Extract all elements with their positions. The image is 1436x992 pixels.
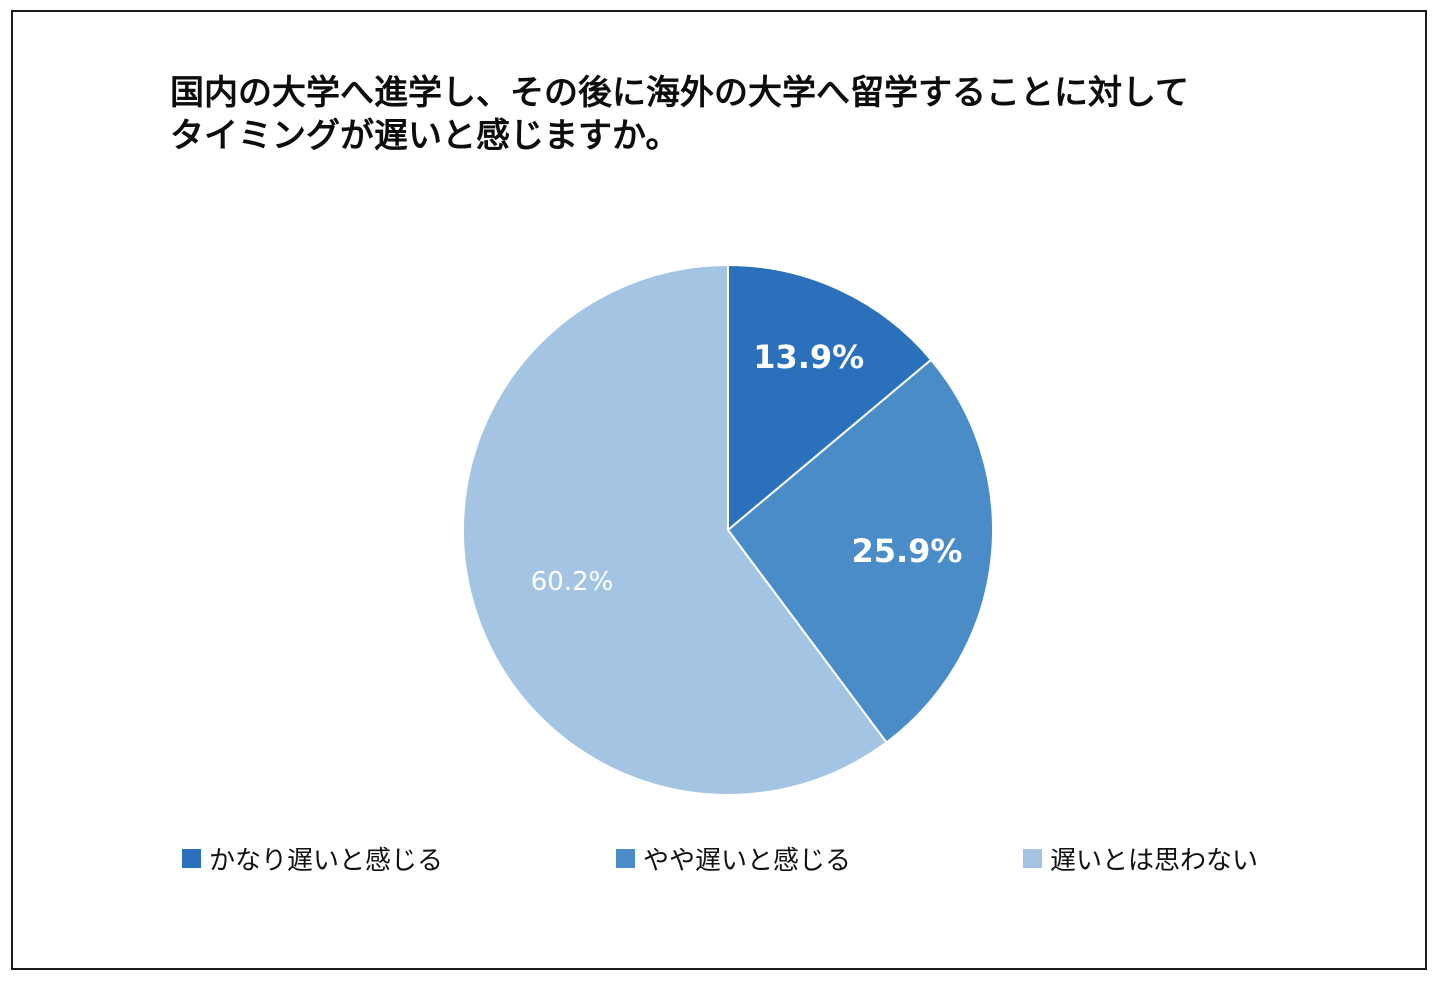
pie-data-label-3: 60.2% xyxy=(531,567,614,597)
chart-title: 国内の大学へ進学し、その後に海外の大学へ留学することに対して タイミングが遅いと… xyxy=(170,72,1320,158)
legend-label: かなり遅いと感じる xyxy=(209,845,444,876)
pie-slice-3 xyxy=(462,263,888,796)
legend-item-3: 遅いとは思わない xyxy=(1023,838,1258,878)
legend-swatch xyxy=(1023,848,1042,868)
legend-swatch xyxy=(616,848,635,868)
chart-title-line-1: 国内の大学へ進学し、その後に海外の大学へ留学することに対して xyxy=(170,73,1189,113)
pie-data-label-2: 25.9% xyxy=(851,532,962,570)
pie-slice-2 xyxy=(726,358,994,744)
legend-item-2: やや遅いと感じる xyxy=(616,838,851,878)
pie-data-label-1: 13.9% xyxy=(753,338,864,376)
pie-slice-1 xyxy=(727,263,933,533)
legend-label: 遅いとは思わない xyxy=(1050,845,1259,876)
legend-swatch xyxy=(182,848,201,868)
legend: かなり遅いと感じる やや遅いと感じる 遅いとは思わない xyxy=(0,838,1436,878)
legend-label: やや遅いと感じる xyxy=(643,845,852,876)
chart-title-line-2: タイミングが遅いと感じますか。 xyxy=(170,116,680,156)
legend-item-1: かなり遅いと感じる xyxy=(182,838,443,878)
